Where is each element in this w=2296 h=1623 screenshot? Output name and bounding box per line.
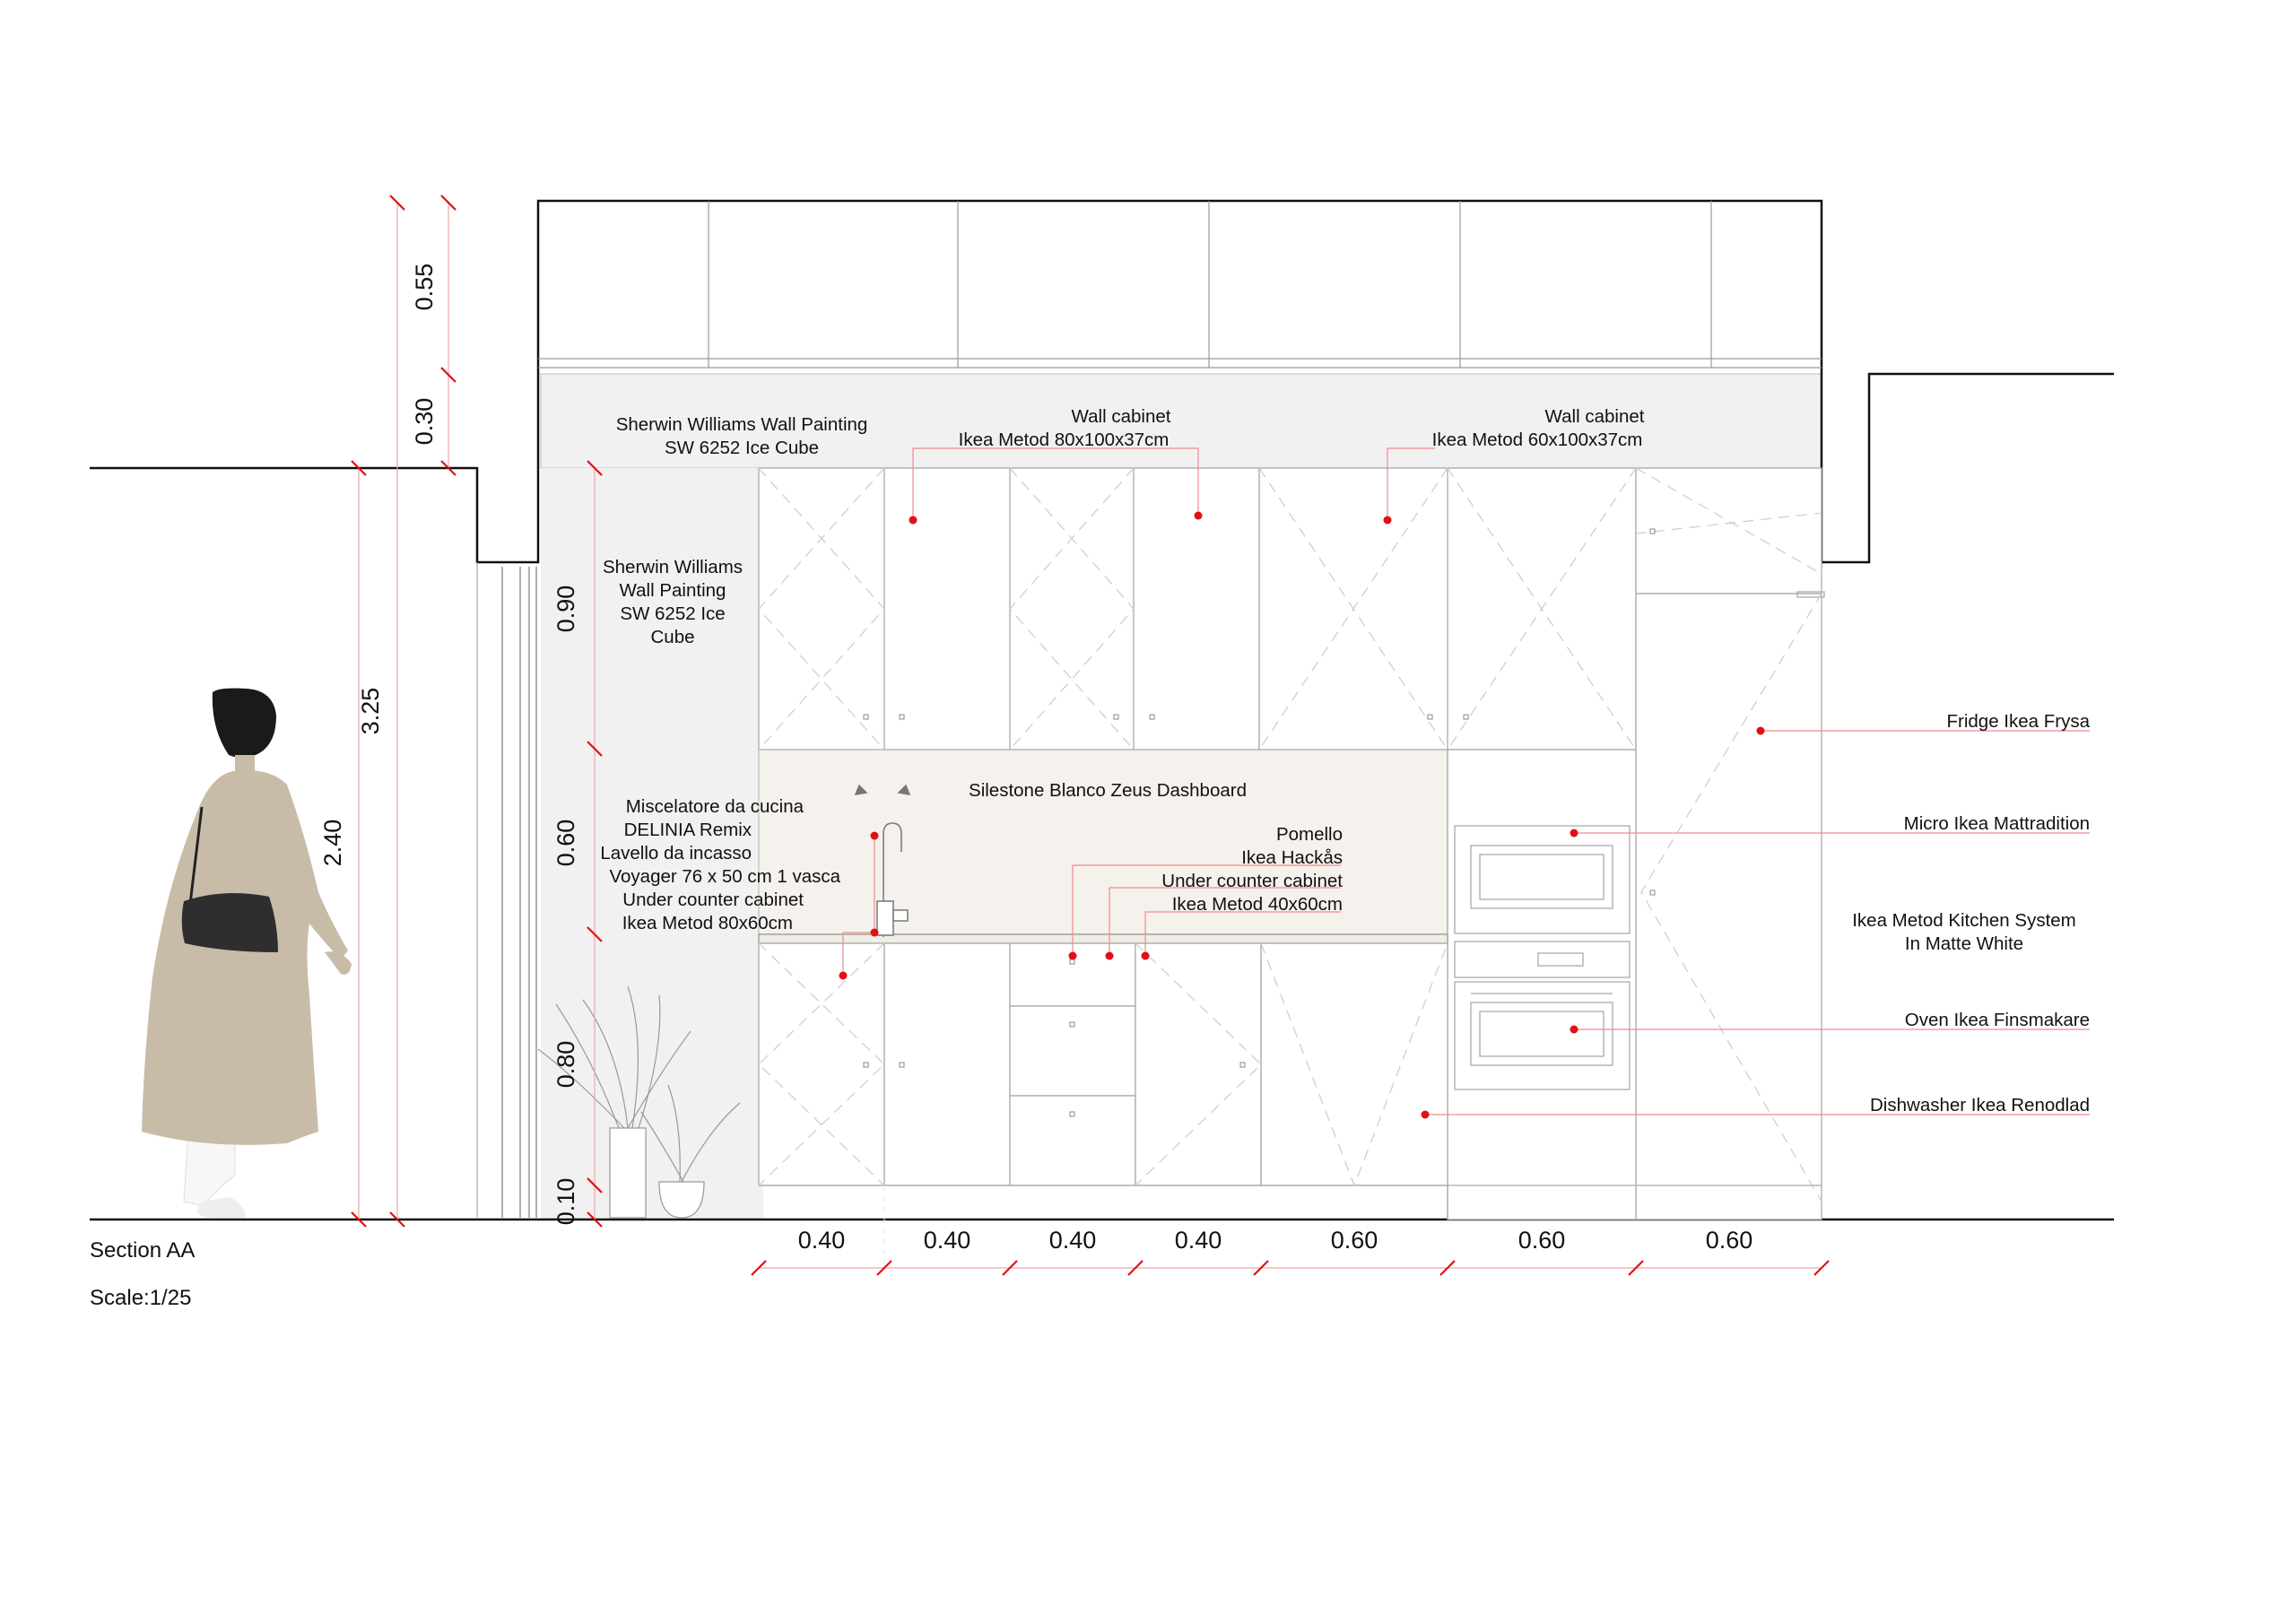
scale-caption: Scale:1/25	[90, 1286, 191, 1310]
wall-paint-side-line4: Cube	[650, 627, 694, 647]
wall-paint-side-line2: Wall Painting	[620, 580, 726, 601]
horizontal-dimension-line	[751, 1185, 1830, 1276]
knob-group-line4: Ikea Metod 40x60cm	[1172, 894, 1343, 915]
knob-group-line1: Pomello	[1276, 824, 1343, 845]
faucet	[854, 784, 911, 937]
section-caption: Section AA	[90, 1238, 195, 1263]
wall-cabinet-1-line1: Wall cabinet	[1072, 406, 1171, 427]
knob-group-line3: Under counter cabinet	[1161, 871, 1343, 891]
system-label-line2: In Matte White	[1905, 933, 2023, 954]
fridge-label: Fridge Ikea Frysa	[1947, 711, 2091, 732]
base-cabinet-door-swings	[758, 942, 1448, 1187]
microwave-label: Micro Ikea Mattradition	[1904, 813, 2090, 834]
dim-horizontal-2: 0.40	[924, 1227, 971, 1254]
sink-group-line6: Ikea Metod 80x60cm	[622, 913, 793, 933]
dim-vertical-0-90: 0.90	[552, 586, 579, 633]
dim-vertical-2-40: 2.40	[319, 820, 346, 867]
wall-paint-side-line3: SW 6252 Ice	[620, 603, 725, 624]
leader-lines	[842, 447, 2090, 1115]
plant	[537, 985, 741, 1219]
dim-horizontal-5: 0.60	[1331, 1227, 1378, 1254]
wall-paint-upper-line1: Sherwin Williams Wall Painting	[616, 414, 868, 435]
side-wall-panel	[541, 468, 763, 1219]
wall-cabinet-1-line2: Ikea Metod 80x100x37cm	[959, 430, 1170, 450]
dim-vertical-3-25: 3.25	[357, 688, 384, 735]
oven-label: Oven Ikea Finsmakare	[1905, 1010, 2090, 1030]
person-figure	[142, 688, 352, 1218]
upper-bulkhead-cabinets	[538, 201, 1822, 369]
dim-vertical-0-80: 0.80	[552, 1041, 579, 1089]
dishwasher-label: Dishwasher Ikea Renodlad	[1870, 1095, 2090, 1115]
vertical-dimension-lines	[358, 203, 596, 1219]
sink-group-line2: DELINIA Remix	[624, 820, 752, 840]
fridge-door-swing	[1640, 593, 1822, 1202]
sink-group-line1: Miscelatore da cucina	[626, 796, 804, 817]
knob-group-line2: Ikea Hackås	[1241, 847, 1343, 868]
wall-paint-upper-line2: SW 6252 Ice Cube	[665, 438, 819, 458]
dim-vertical-0-60: 0.60	[552, 820, 579, 867]
countertop-label: Silestone Blanco Zeus Dashboard	[969, 780, 1247, 801]
countertop	[758, 933, 1448, 944]
tall-fridge-column	[1635, 591, 1825, 1220]
handles	[863, 528, 1656, 1117]
wall-paint-side-line1: Sherwin Williams	[603, 557, 743, 577]
upper-wall-panel	[540, 373, 1822, 469]
sink-group-line3: Lavello da incasso	[600, 843, 752, 864]
wall-cabinet-2-line1: Wall cabinet	[1545, 406, 1645, 427]
dim-vertical-0-55: 0.55	[411, 264, 438, 311]
dimension-ticks	[351, 195, 603, 1228]
sink-group-line5: Under counter cabinet	[622, 890, 804, 910]
wall-cabinet-door-swings	[758, 467, 1822, 751]
dim-vertical-0-10: 0.10	[552, 1178, 579, 1226]
dim-vertical-0-30: 0.30	[411, 398, 438, 446]
base-cabinets	[758, 942, 1822, 1219]
annotation-markers	[839, 511, 1765, 1119]
system-label-line1: Ikea Metod Kitchen System	[1852, 910, 2076, 931]
dim-horizontal-1: 0.40	[798, 1227, 846, 1254]
dim-horizontal-4: 0.40	[1175, 1227, 1222, 1254]
appliance-column	[1447, 749, 1637, 1220]
sink-group-line4: Voyager 76 x 50 cm 1 vasca	[609, 866, 840, 887]
door-jamb	[476, 562, 537, 1218]
wall-cabinet-2-line2: Ikea Metod 60x100x37cm	[1432, 430, 1643, 450]
dim-horizontal-3: 0.40	[1049, 1227, 1097, 1254]
section-outline	[90, 199, 2114, 564]
dim-horizontal-7: 0.60	[1706, 1227, 1753, 1254]
countertop-backsplash	[758, 748, 1448, 935]
dim-horizontal-6: 0.60	[1518, 1227, 1566, 1254]
